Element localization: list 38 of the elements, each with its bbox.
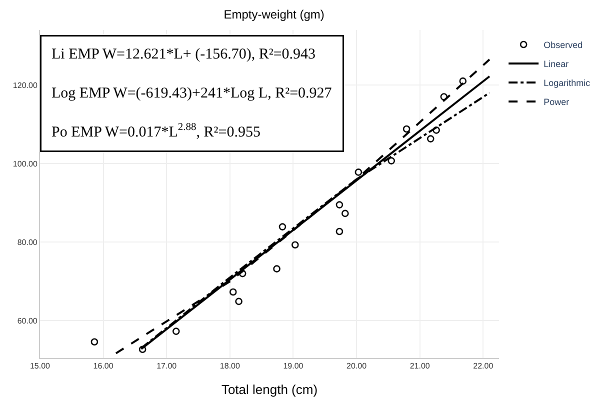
legend-label: Logarithmic <box>544 78 591 88</box>
point <box>388 157 396 164</box>
point <box>402 125 410 133</box>
x-tick-label: 22.00 <box>473 362 494 371</box>
point <box>172 328 180 335</box>
text: Li EMP W=12.621*L+ (-156.70), R²=0.943 Log EMP W=(-619.43)+241*Log L, R²=0.927 Po EMP W=0.017*L$^{2.88}$, R²=0.955 <box>52 46 332 140</box>
point <box>273 265 280 272</box>
y-tick-label: 120.00 <box>12 80 38 90</box>
point <box>336 228 344 236</box>
x-tick-label: 18.00 <box>220 362 240 371</box>
point <box>235 298 242 306</box>
x-tick-label: 21.00 <box>410 362 430 371</box>
x-tick-label: 20.00 <box>346 362 368 371</box>
point <box>138 346 146 354</box>
point <box>432 126 440 134</box>
y-tick-label: 60.00 <box>17 316 38 326</box>
point <box>229 288 237 296</box>
point <box>459 77 467 85</box>
point <box>342 210 349 218</box>
point <box>90 338 98 346</box>
point <box>238 270 246 278</box>
chart-title: Empty-weight (gm) <box>224 8 324 22</box>
x-axis-title: Total length (cm) <box>221 382 318 398</box>
legend-label: Power <box>544 97 570 108</box>
point <box>278 223 286 230</box>
y-tick-label: 100.00 <box>12 159 38 168</box>
legend-label: Linear <box>544 59 569 70</box>
legend-label: Observed <box>544 40 583 50</box>
x-tick-label: 19.00 <box>283 362 304 371</box>
point <box>426 135 434 142</box>
point <box>336 201 344 208</box>
y-tick-label: 80.00 <box>17 238 38 247</box>
point <box>291 241 299 249</box>
point <box>354 168 362 176</box>
point <box>440 93 448 100</box>
x-tick-label: 15.00 <box>30 362 51 371</box>
x-tick-label: 16.00 <box>93 362 114 371</box>
x-tick-label: 17.00 <box>156 362 178 371</box>
